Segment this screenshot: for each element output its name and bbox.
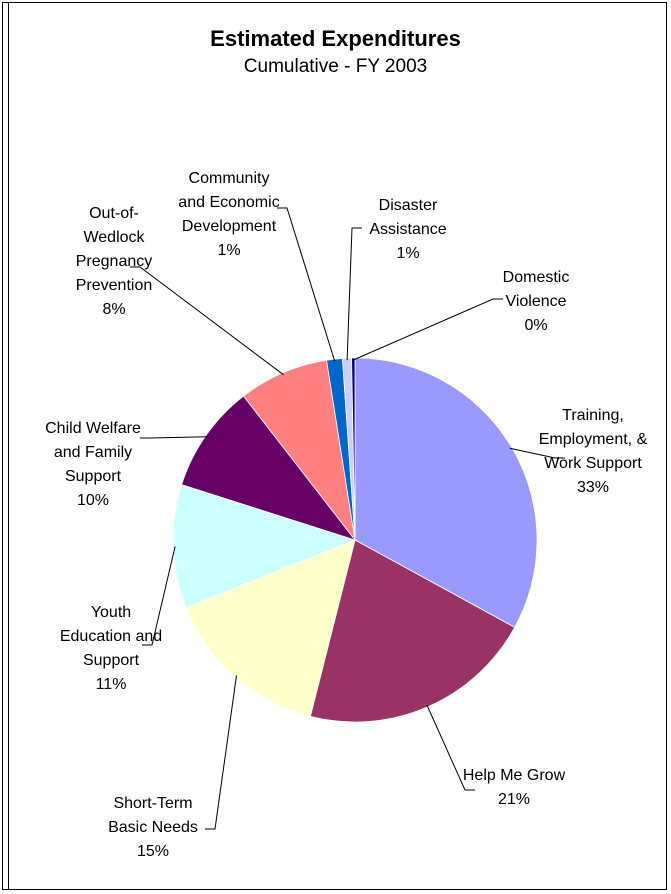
slice-label-0: Training, Employment, & Work Support 33% — [539, 407, 648, 496]
slice-label-3: Youth Education and Support 11% — [60, 604, 162, 693]
leader-line-3 — [142, 546, 176, 646]
pie-slice-8 — [351, 357, 356, 541]
leader-line-2 — [205, 675, 237, 830]
pie-slices — [172, 357, 538, 723]
chart-title: Estimated Expenditures — [210, 26, 461, 51]
slice-labels: Training, Employment, & Work Support 33% Hel… — [45, 170, 647, 860]
leader-line-8 — [353, 298, 503, 361]
chart-subtitle: Cumulative - FY 2003 — [243, 56, 428, 77]
leader-line-5 — [130, 266, 284, 376]
leader-line-1 — [426, 704, 475, 791]
slice-label-1: Help Me Grow 21% — [463, 767, 566, 808]
pie-slice-0 — [354, 357, 538, 628]
leader-line-7 — [346, 227, 362, 361]
slice-label-7: Disaster Assistance 1% — [369, 197, 446, 262]
pie-slice-5 — [242, 359, 356, 541]
leader-line-4 — [140, 436, 208, 439]
leader-line-0 — [509, 447, 565, 459]
slice-label-2: Short-Term Basic Needs 15% — [108, 795, 198, 860]
pie-slice-4 — [181, 395, 357, 541]
slice-label-6: Community and Economic Development 1% — [178, 170, 279, 259]
leader-line-6 — [277, 207, 336, 362]
slice-label-4: Child Welfare and Family Support 10% — [45, 420, 141, 509]
frame-inner-line — [8, 2, 9, 890]
pie-slice-3 — [172, 484, 357, 609]
slice-label-5: Out-of-Wedlock Pregnancy Prevention 8% — [76, 205, 153, 318]
pie-slice-2 — [185, 539, 356, 717]
leader-lines — [130, 207, 565, 830]
slice-label-8: Domestic Violence 0% — [503, 269, 570, 334]
